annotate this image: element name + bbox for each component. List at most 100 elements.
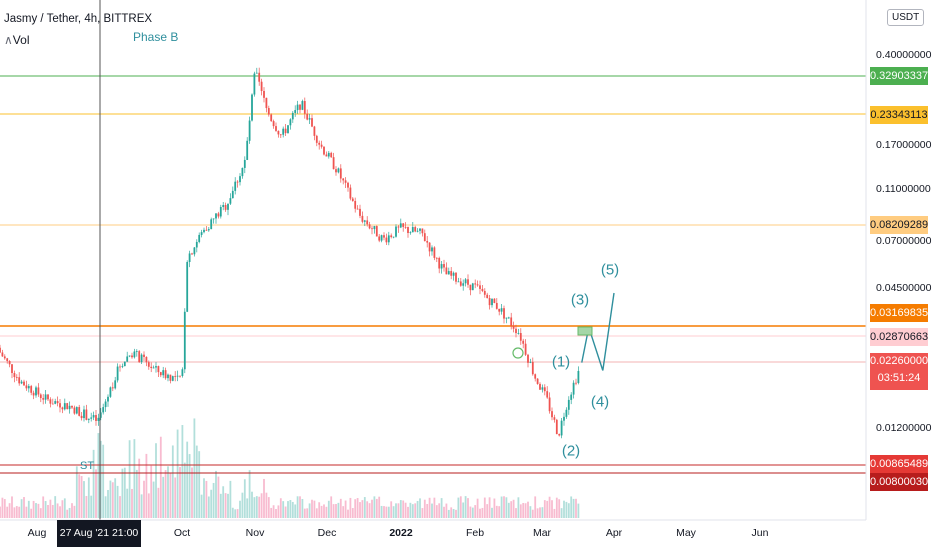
y-tick: 0.01200000: [876, 422, 932, 434]
wave-marker-circle: [512, 347, 524, 359]
volume-bar: [140, 494, 143, 518]
candle-body: [474, 283, 477, 285]
volume-bar: [18, 506, 21, 518]
candle-body: [224, 205, 227, 210]
volume-bar: [39, 508, 42, 518]
candle-body: [121, 366, 124, 367]
candle-body: [1, 352, 4, 357]
candle-body: [318, 142, 321, 145]
vol-icon: ∧: [4, 33, 13, 47]
volume-bar: [347, 509, 349, 518]
volume-bar: [488, 497, 491, 518]
volume-bar: [452, 509, 455, 518]
volume-bar: [416, 500, 419, 518]
candle-body: [143, 354, 145, 357]
st-label: ST: [80, 460, 95, 472]
volume-bar: [1, 497, 4, 518]
candle-body: [193, 247, 196, 255]
volume-bar: [116, 485, 119, 518]
volume-bar: [157, 487, 160, 518]
volume-bar: [224, 493, 227, 518]
volume-bar: [356, 498, 359, 518]
volume-bar: [397, 503, 400, 518]
candle-body: [519, 333, 522, 341]
volume-bar: [155, 443, 157, 518]
candle-body: [505, 317, 508, 319]
candle-body: [289, 119, 292, 126]
volume-bar: [306, 508, 309, 518]
candle-body: [551, 411, 553, 418]
currency-button[interactable]: USDT: [887, 9, 925, 26]
candle-body: [90, 417, 93, 419]
candle-body: [486, 294, 489, 299]
candle-body: [488, 298, 491, 306]
volume-bar: [553, 508, 556, 518]
volume-bar: [575, 498, 577, 518]
candle-body: [61, 407, 64, 410]
volume-bar: [337, 502, 340, 518]
candle-body: [392, 236, 395, 238]
volume-bar: [519, 504, 522, 518]
volume-bar: [289, 500, 292, 518]
candle-body: [313, 126, 316, 136]
candle-body: [119, 366, 121, 368]
volume-bar: [227, 493, 229, 518]
candle-body: [251, 94, 253, 121]
candle-body: [457, 281, 460, 283]
candle-body: [368, 224, 371, 229]
volume-bar: [303, 508, 306, 518]
candle-body: [563, 416, 565, 421]
volume-bar: [390, 501, 393, 518]
volume-bar: [335, 503, 337, 518]
candle-body: [147, 362, 150, 367]
candle-body: [191, 253, 193, 255]
candle-body: [383, 235, 385, 238]
volume-bar: [349, 497, 352, 518]
volume-bar: [567, 503, 570, 518]
candle-body: [507, 317, 510, 319]
candle-body: [229, 198, 232, 204]
candle-body: [373, 226, 376, 230]
volume-bar: [320, 505, 323, 518]
volume-bar: [368, 503, 371, 518]
candle-body: [409, 232, 412, 234]
candle-body: [455, 272, 457, 282]
volume-bar: [294, 504, 297, 518]
candle-body: [234, 181, 237, 191]
volume-bar: [531, 509, 534, 518]
volume-bar: [339, 498, 342, 518]
candle-body: [481, 288, 484, 291]
candle-body: [555, 419, 558, 435]
candle-body: [25, 385, 28, 389]
candle-body: [380, 235, 383, 241]
candle-body: [308, 118, 311, 120]
volume-bar: [128, 440, 131, 518]
volume-bar: [287, 501, 289, 518]
candle-body: [567, 399, 570, 410]
candle-body: [195, 241, 198, 248]
volume-bar: [558, 499, 561, 518]
candle-body: [47, 394, 49, 400]
volume-bar: [181, 425, 184, 518]
volume-bar: [179, 466, 181, 518]
volume-bar: [85, 495, 88, 518]
volume-bar: [191, 467, 193, 518]
candle-body: [452, 272, 455, 276]
volume-bar: [378, 496, 381, 518]
candle-body: [260, 81, 263, 91]
volume-bar: [107, 489, 109, 518]
volume-bar: [373, 496, 376, 518]
candle-body: [6, 358, 9, 362]
candle-body: [423, 233, 426, 242]
phase-b-label: Phase B: [133, 30, 179, 44]
volume-bar: [351, 508, 354, 518]
candle-body: [30, 386, 33, 393]
volume-bar: [407, 506, 409, 518]
volume-bar: [47, 504, 49, 518]
volume-bar: [11, 496, 13, 518]
volume-bar: [20, 499, 23, 518]
candle-body: [145, 356, 148, 363]
volume-bar: [13, 507, 16, 518]
candle-body: [426, 241, 429, 243]
